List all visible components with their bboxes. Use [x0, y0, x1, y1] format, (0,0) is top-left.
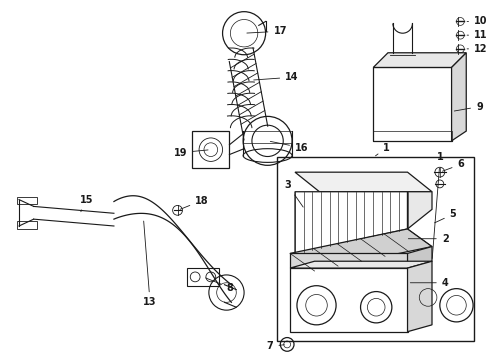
- Polygon shape: [289, 253, 407, 268]
- Text: 16: 16: [270, 141, 308, 153]
- Text: 6: 6: [442, 159, 463, 171]
- Polygon shape: [289, 229, 431, 271]
- Polygon shape: [289, 261, 431, 268]
- Bar: [192, 131, 229, 168]
- Text: 3: 3: [284, 180, 303, 207]
- Polygon shape: [450, 53, 465, 141]
- Polygon shape: [294, 192, 407, 253]
- Polygon shape: [407, 192, 431, 229]
- Text: 2: 2: [407, 234, 447, 244]
- Bar: [17, 221, 37, 229]
- Bar: [289, 268, 407, 332]
- Text: 18: 18: [180, 195, 208, 209]
- Text: 17: 17: [246, 26, 286, 36]
- Text: 12: 12: [466, 44, 487, 54]
- Polygon shape: [407, 261, 431, 332]
- Polygon shape: [407, 247, 431, 268]
- Text: 4: 4: [409, 278, 447, 288]
- Bar: [187, 268, 218, 286]
- Text: 8: 8: [205, 278, 233, 293]
- Bar: [277, 157, 473, 342]
- Bar: [372, 67, 450, 141]
- Polygon shape: [294, 172, 431, 192]
- Text: 19: 19: [173, 148, 207, 158]
- Text: 13: 13: [143, 221, 157, 307]
- Bar: [17, 197, 37, 204]
- Text: 14: 14: [253, 72, 298, 82]
- Text: 5: 5: [434, 209, 455, 223]
- Text: 7: 7: [266, 341, 284, 351]
- Polygon shape: [372, 53, 465, 67]
- Text: 1: 1: [431, 153, 443, 258]
- Text: 1: 1: [375, 143, 389, 156]
- Text: 11: 11: [466, 30, 487, 40]
- Text: 15: 15: [80, 194, 93, 212]
- Text: 10: 10: [466, 17, 487, 26]
- Text: 9: 9: [453, 102, 482, 112]
